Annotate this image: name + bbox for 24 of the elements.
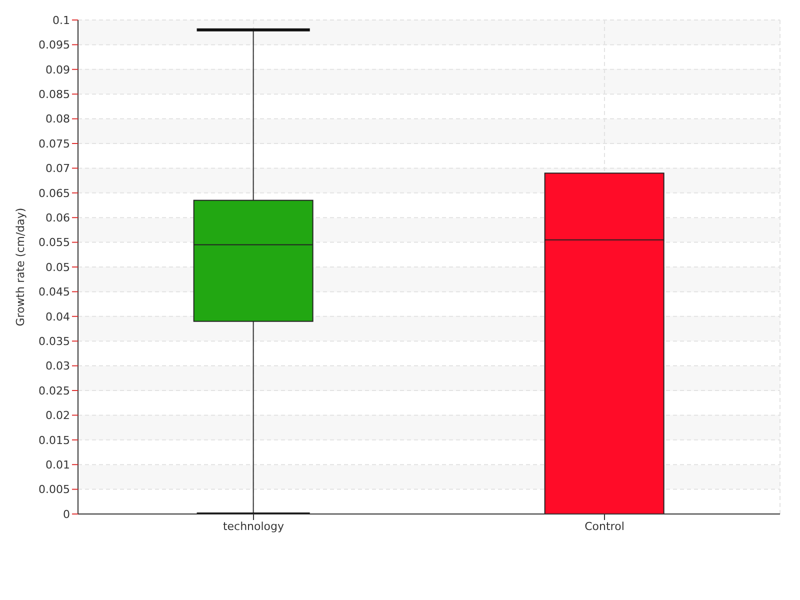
- y-tick-label: 0.005: [38, 483, 70, 496]
- y-tick-label: 0.075: [38, 137, 70, 150]
- y-tick-label: 0.035: [38, 335, 70, 348]
- x-tick-label: technology: [222, 520, 285, 533]
- y-axis-title: Growth rate (cm/day): [14, 208, 27, 326]
- y-tick-label: 0.06: [46, 212, 70, 225]
- y-tick-label: 0.07: [46, 162, 70, 176]
- y-tick-label: 0: [63, 508, 70, 521]
- y-tick-label: 0.055: [38, 236, 70, 250]
- y-tick-label: 0.01: [46, 458, 70, 472]
- y-tick-label: 0.085: [38, 88, 70, 102]
- y-tick-label: 0.1: [52, 14, 70, 27]
- y-tick-label: 0.04: [46, 310, 70, 324]
- y-tick-label: 0.025: [38, 384, 70, 398]
- y-tick-label: 0.015: [38, 434, 70, 447]
- y-tick-label: 0.045: [38, 286, 70, 299]
- y-tick-label: 0.095: [38, 38, 70, 52]
- y-tick-label: 0.08: [46, 112, 70, 126]
- x-tick-label: Control: [584, 520, 624, 533]
- y-tick-label: 0.05: [46, 260, 70, 274]
- y-tick-label: 0.02: [46, 409, 70, 422]
- y-tick-label: 0.065: [38, 186, 70, 200]
- y-tick-label: 0.09: [46, 63, 70, 76]
- y-tick-label: 0.03: [46, 360, 70, 373]
